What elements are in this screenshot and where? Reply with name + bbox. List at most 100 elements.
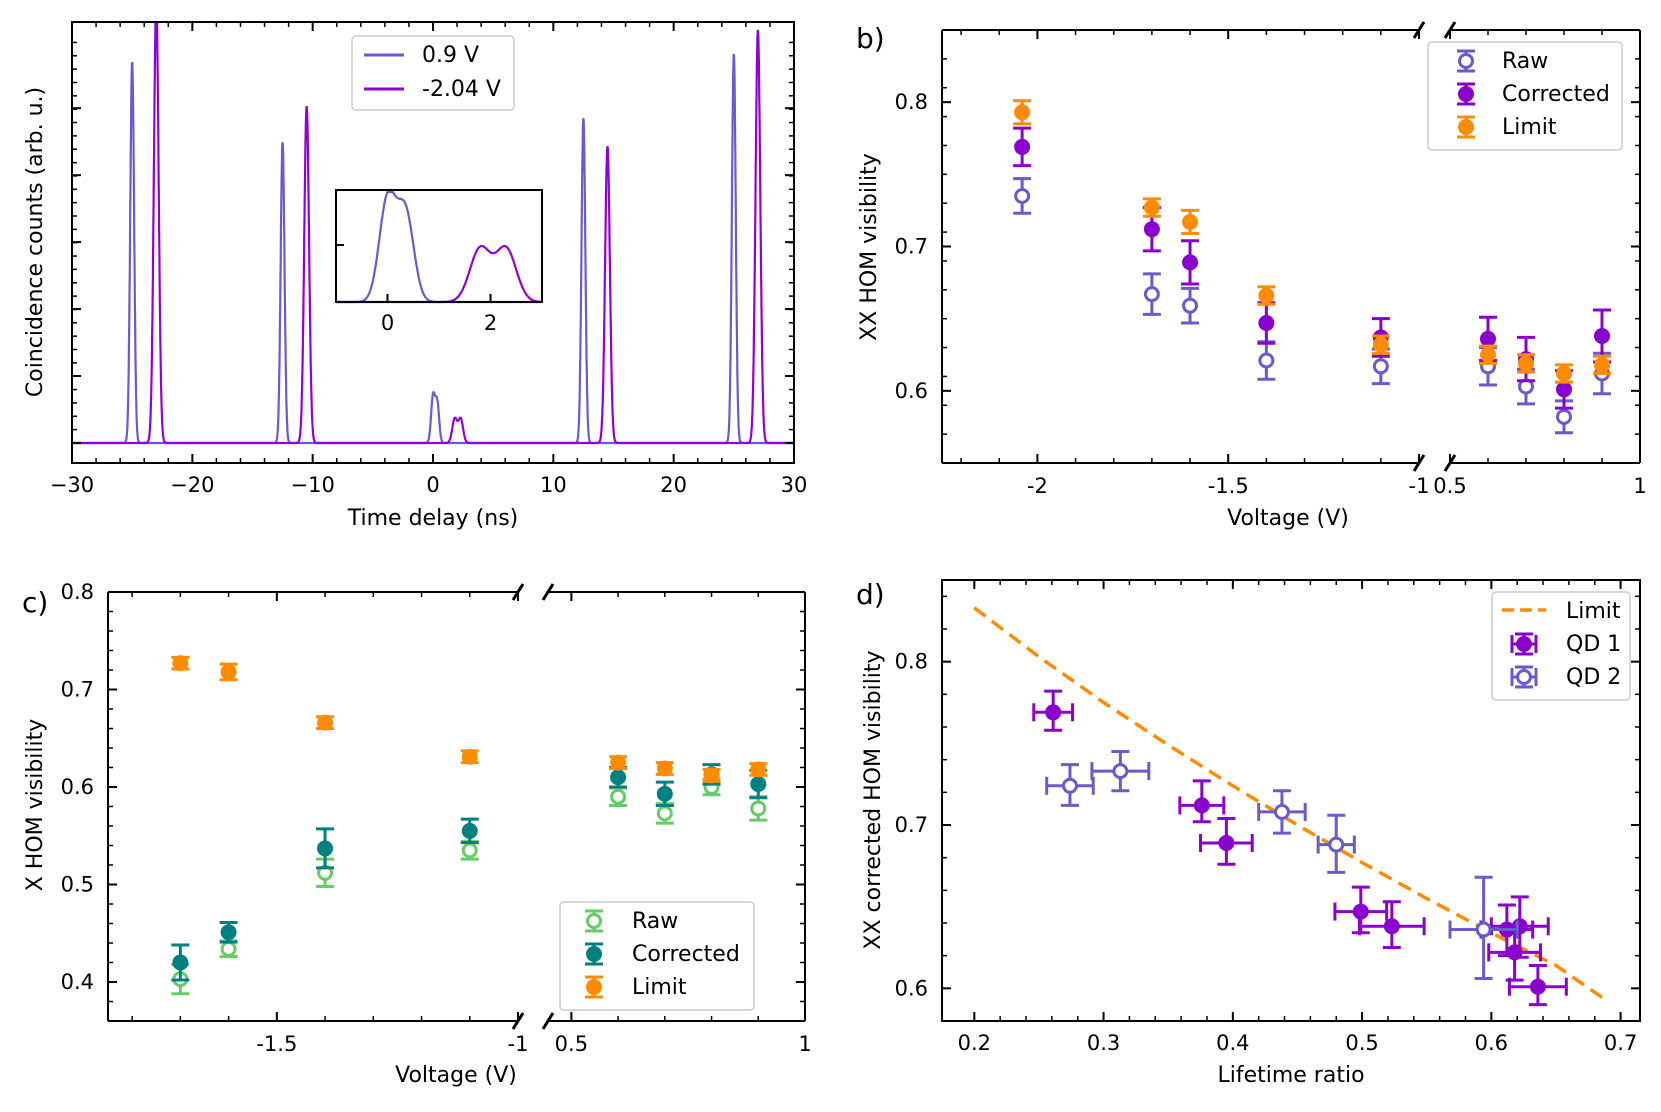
legend-d-qd1: QD 1 xyxy=(1566,632,1621,657)
b-limit-point xyxy=(1518,355,1534,372)
panel-d: d) 0.2 0.3 0.4 0.5 0.6 0.7 0.6 0.7 0.8 Lifetime … xyxy=(856,578,1641,1088)
b-r-xtick-label: 1 xyxy=(1633,474,1646,498)
panel-c: c) 0.4 0.5 0.6 0.7 0.8 -1.5 -1 0.5 1 Voltage (V)… xyxy=(22,580,812,1088)
c-legend-mark-1 xyxy=(586,946,602,962)
c-ytick-label: 0.8 xyxy=(61,580,94,604)
c-raw-point xyxy=(461,842,478,859)
b-l-xtick-label: -2 xyxy=(1027,474,1048,498)
b-corrected-point xyxy=(1594,327,1610,344)
c-corrected-point xyxy=(610,769,627,786)
b-limit-point xyxy=(1143,199,1160,216)
c-limit-point xyxy=(703,767,720,784)
d-ytick-label: 0.6 xyxy=(895,976,928,1000)
panel-c-ylabel: X HOM visibility xyxy=(23,719,48,892)
b-limit-point xyxy=(1372,336,1389,353)
a-xtick-label: 30 xyxy=(781,473,808,497)
b-limit-point xyxy=(1594,356,1610,373)
inset-xtick-label: 2 xyxy=(484,311,497,335)
a-xtick-label: −10 xyxy=(291,473,335,497)
d-ytick-label: 0.8 xyxy=(895,650,928,674)
d-qd2-point xyxy=(1475,921,1492,938)
b-ytick-label: 0.8 xyxy=(895,90,928,114)
c-ytick-label: 0.4 xyxy=(61,970,94,994)
panel-b-label: b) xyxy=(856,22,885,55)
c-legend-mark-0 xyxy=(586,913,602,929)
panel-c-xlabel: Voltage (V) xyxy=(395,1063,517,1088)
panel-b-legend: Raw Corrected Limit xyxy=(1427,41,1623,151)
panel-d-ylabel: XX corrected HOM visibility xyxy=(861,650,886,949)
legend-0.9v: 0.9 V xyxy=(422,43,479,68)
c-corrected-point xyxy=(172,954,189,971)
panel-d-xlabel: Lifetime ratio xyxy=(1217,1063,1364,1088)
d-xtick-label: 0.4 xyxy=(1216,1031,1249,1055)
b-limit-point xyxy=(1258,287,1275,304)
panel-a-xlabel: Time delay (ns) xyxy=(347,506,519,531)
d-xtick-label: 0.2 xyxy=(958,1031,991,1055)
c-r-xtick-label: 1 xyxy=(798,1032,811,1056)
c-corrected-point xyxy=(656,785,673,802)
c-corrected-point xyxy=(220,924,237,941)
c-r-xtick-label: 0.5 xyxy=(555,1032,588,1056)
b-raw-point xyxy=(1258,352,1275,369)
panel-a-ylabel: Coincidence counts (arb. u.) xyxy=(23,87,48,397)
d-qd1-point xyxy=(1506,944,1523,961)
a-xtick-label: 10 xyxy=(540,473,567,497)
b-corrected-point xyxy=(1182,254,1199,271)
c-limit-point xyxy=(750,761,767,778)
d-qd1-point xyxy=(1193,797,1210,814)
legend-b-limit: Limit xyxy=(1502,115,1557,140)
b-legend-mark-1 xyxy=(1458,86,1474,102)
c-corrected-point xyxy=(750,776,767,793)
c-limit-point xyxy=(317,714,334,731)
c-break-mark xyxy=(541,1012,555,1030)
c-ytick-label: 0.7 xyxy=(61,678,94,702)
b-ytick-label: 0.6 xyxy=(895,379,928,403)
panel-d-legend: Limit QD 1 QD 2 xyxy=(1491,591,1631,701)
c-l-xtick-label: -1.5 xyxy=(256,1032,297,1056)
d-legend-mark-1 xyxy=(1516,669,1532,685)
b-ytick-label: 0.7 xyxy=(895,235,928,259)
c-raw-point xyxy=(610,788,627,805)
d-qd1-point xyxy=(1218,834,1235,851)
d-qd1-point xyxy=(1045,704,1062,721)
a-xtick-label: −30 xyxy=(50,473,94,497)
b-corrected-point xyxy=(1143,221,1160,238)
d-qd1-point xyxy=(1529,978,1546,995)
panel-b-xlabel: Voltage (V) xyxy=(1227,506,1349,531)
legend-c-raw: Raw xyxy=(632,909,678,934)
panel-d-frame xyxy=(941,579,1641,1022)
b-limit-point xyxy=(1556,365,1572,382)
c-limit-point xyxy=(461,748,478,765)
d-qd1-point xyxy=(1352,903,1369,920)
d-xtick-label: 0.6 xyxy=(1475,1031,1508,1055)
legend-b-raw: Raw xyxy=(1502,49,1548,74)
c-break-mark xyxy=(541,583,555,601)
panel-b: b) 0.6 0.7 0.8 -2 -1.5 -1 0.5 1 Voltage (V) XX … xyxy=(856,21,1647,531)
c-corrected-point xyxy=(317,840,334,857)
c-ytick-label: 0.5 xyxy=(61,873,94,897)
panel-a: −30 −20 −10 0 10 20 30 Time delay (ns) Coincid… xyxy=(23,20,808,531)
b-raw-point xyxy=(1556,408,1572,425)
d-qd1-point xyxy=(1383,918,1400,935)
c-raw-point xyxy=(656,805,673,822)
c-raw-point xyxy=(750,800,767,817)
legend-b-corrected: Corrected xyxy=(1502,82,1610,107)
b-corrected-point xyxy=(1258,314,1275,331)
panel-c-legend: Raw Corrected Limit xyxy=(559,901,755,1011)
d-xtick-label: 0.3 xyxy=(1087,1031,1120,1055)
legend-d-qd2: QD 2 xyxy=(1566,665,1621,690)
d-xtick-label: 0.7 xyxy=(1604,1031,1637,1055)
d-legend-mark-0 xyxy=(1516,636,1532,652)
b-limit-point xyxy=(1182,213,1199,230)
legend-c-limit: Limit xyxy=(632,975,687,1000)
d-ytick-label: 0.7 xyxy=(895,813,928,837)
c-limit-point xyxy=(172,655,189,672)
trace-1 xyxy=(72,20,794,445)
c-l-xtick-label: -1 xyxy=(508,1032,529,1056)
c-limit-point xyxy=(610,754,627,771)
c-limit-point xyxy=(220,663,237,680)
a-xtick-label: 20 xyxy=(660,473,687,497)
